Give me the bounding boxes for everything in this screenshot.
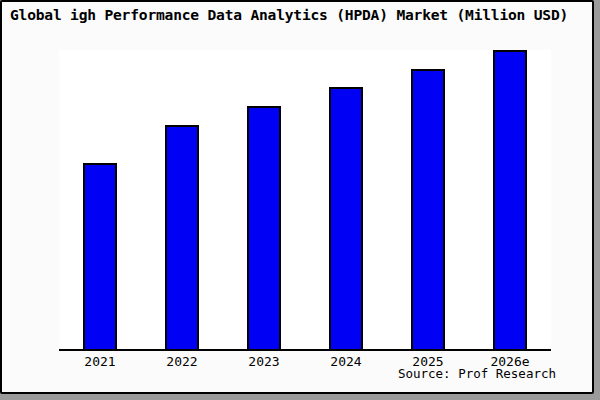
x-axis-label: 2022: [141, 354, 223, 370]
bar-2022: [165, 125, 199, 349]
bar-slot: [223, 106, 305, 349]
chart-frame: Global igh Performance Data Analytics (H…: [0, 0, 594, 394]
bar-slot: [305, 87, 387, 349]
bar-2025: [411, 69, 445, 349]
bar-slot: [59, 163, 141, 349]
bar-2021: [83, 163, 117, 349]
source-credit: Source: Prof Research: [398, 366, 556, 381]
x-axis-label: 2024: [305, 354, 387, 370]
bar-2026e: [493, 50, 527, 349]
x-axis-label: 2023: [223, 354, 305, 370]
bar-2024: [329, 87, 363, 349]
chart-title: Global igh Performance Data Analytics (H…: [10, 6, 594, 23]
bar-2023: [247, 106, 281, 349]
x-axis-label: 2021: [59, 354, 141, 370]
bar-slot: [141, 125, 223, 349]
plot-area: [59, 50, 551, 351]
bar-slot: [387, 69, 469, 349]
bar-slot: [469, 50, 551, 349]
